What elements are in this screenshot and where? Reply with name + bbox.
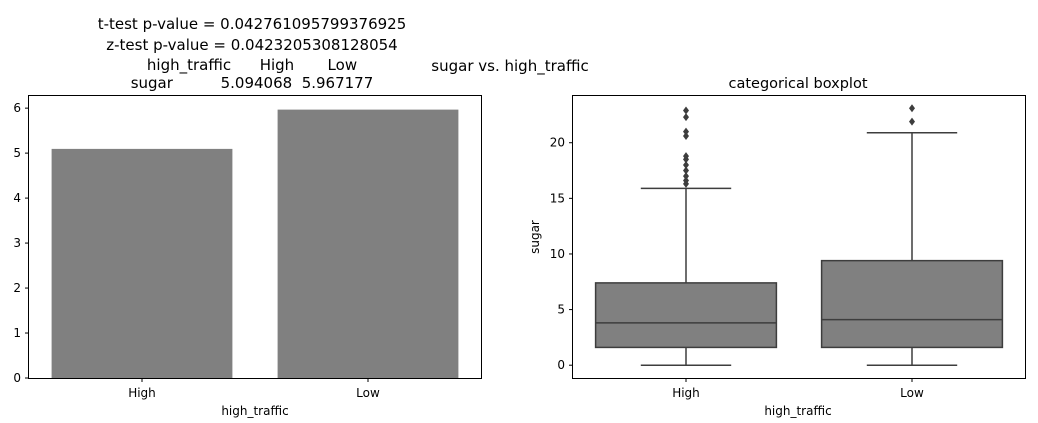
x-tick-label: High xyxy=(128,386,156,400)
outlier-point-low xyxy=(909,117,915,126)
y-tick-label: 0 xyxy=(13,371,21,385)
z-test-line: z-test p-value = 0.0423205308128054 xyxy=(106,36,397,54)
y-tick-label: 1 xyxy=(13,326,21,340)
x-tick-label: High xyxy=(672,386,700,400)
outlier-point-high xyxy=(683,172,689,181)
y-tick-label: 3 xyxy=(13,236,21,250)
outlier-point-high xyxy=(683,152,689,161)
bar-marks xyxy=(51,109,459,379)
boxplot-y-axis-label: sugar xyxy=(528,220,542,254)
y-tick-label: 0 xyxy=(557,358,565,372)
x-tick-label: Low xyxy=(356,386,380,400)
outlier-point-high xyxy=(683,127,689,136)
outlier-point-low xyxy=(909,104,915,113)
bar-x-ticks: High Low xyxy=(128,378,380,400)
outlier-point-high xyxy=(683,113,689,122)
bar-high xyxy=(51,148,233,378)
outlier-point-high xyxy=(683,160,689,169)
outlier-point-high xyxy=(683,176,689,185)
y-tick-label: 20 xyxy=(550,136,565,150)
means-header-line: high_traffic High Low xyxy=(147,56,357,75)
boxplot-chart: categorical boxplot 0 5 10 15 20 High Low hig… xyxy=(528,76,1026,418)
outlier-point-high xyxy=(683,106,689,115)
x-tick-label: Low xyxy=(900,386,924,400)
y-tick-label: 4 xyxy=(13,191,21,205)
bar-x-axis-label: high_traffic xyxy=(221,404,288,418)
outlier-point-high xyxy=(683,132,689,141)
boxplot-axes-frame xyxy=(572,95,1026,379)
y-tick-label: 2 xyxy=(13,281,21,295)
figure-suptitle: sugar vs. high_traffic xyxy=(431,57,588,76)
t-test-line: t-test p-value = 0.042761095799376925 xyxy=(98,15,407,33)
stats-text-block: t-test p-value = 0.042761095799376925 z-… xyxy=(98,15,407,92)
y-tick-label: 15 xyxy=(550,191,565,205)
box-y-ticks: 0 5 10 15 20 xyxy=(550,136,573,372)
bar-y-ticks: 0 1 2 3 4 5 6 xyxy=(13,101,29,385)
y-tick-label: 6 xyxy=(13,101,21,115)
y-tick-label: 5 xyxy=(13,146,21,160)
y-tick-label: 10 xyxy=(550,247,565,261)
outlier-point-high xyxy=(683,166,689,175)
box-x-ticks: High Low xyxy=(672,378,924,400)
bar-low xyxy=(277,109,459,379)
bar-axes-frame xyxy=(28,95,482,379)
y-tick-label: 5 xyxy=(557,303,565,317)
means-values-line: sugar 5.094068 5.967177 xyxy=(131,74,374,92)
boxplot-title: categorical boxplot xyxy=(728,76,867,92)
box-marks xyxy=(594,104,1004,366)
boxplot-x-axis-label: high_traffic xyxy=(764,404,831,418)
box-low xyxy=(820,259,1004,349)
bar-chart: 0 1 2 3 4 5 6 High Low high_traffic xyxy=(13,95,482,418)
box-high xyxy=(594,282,778,349)
